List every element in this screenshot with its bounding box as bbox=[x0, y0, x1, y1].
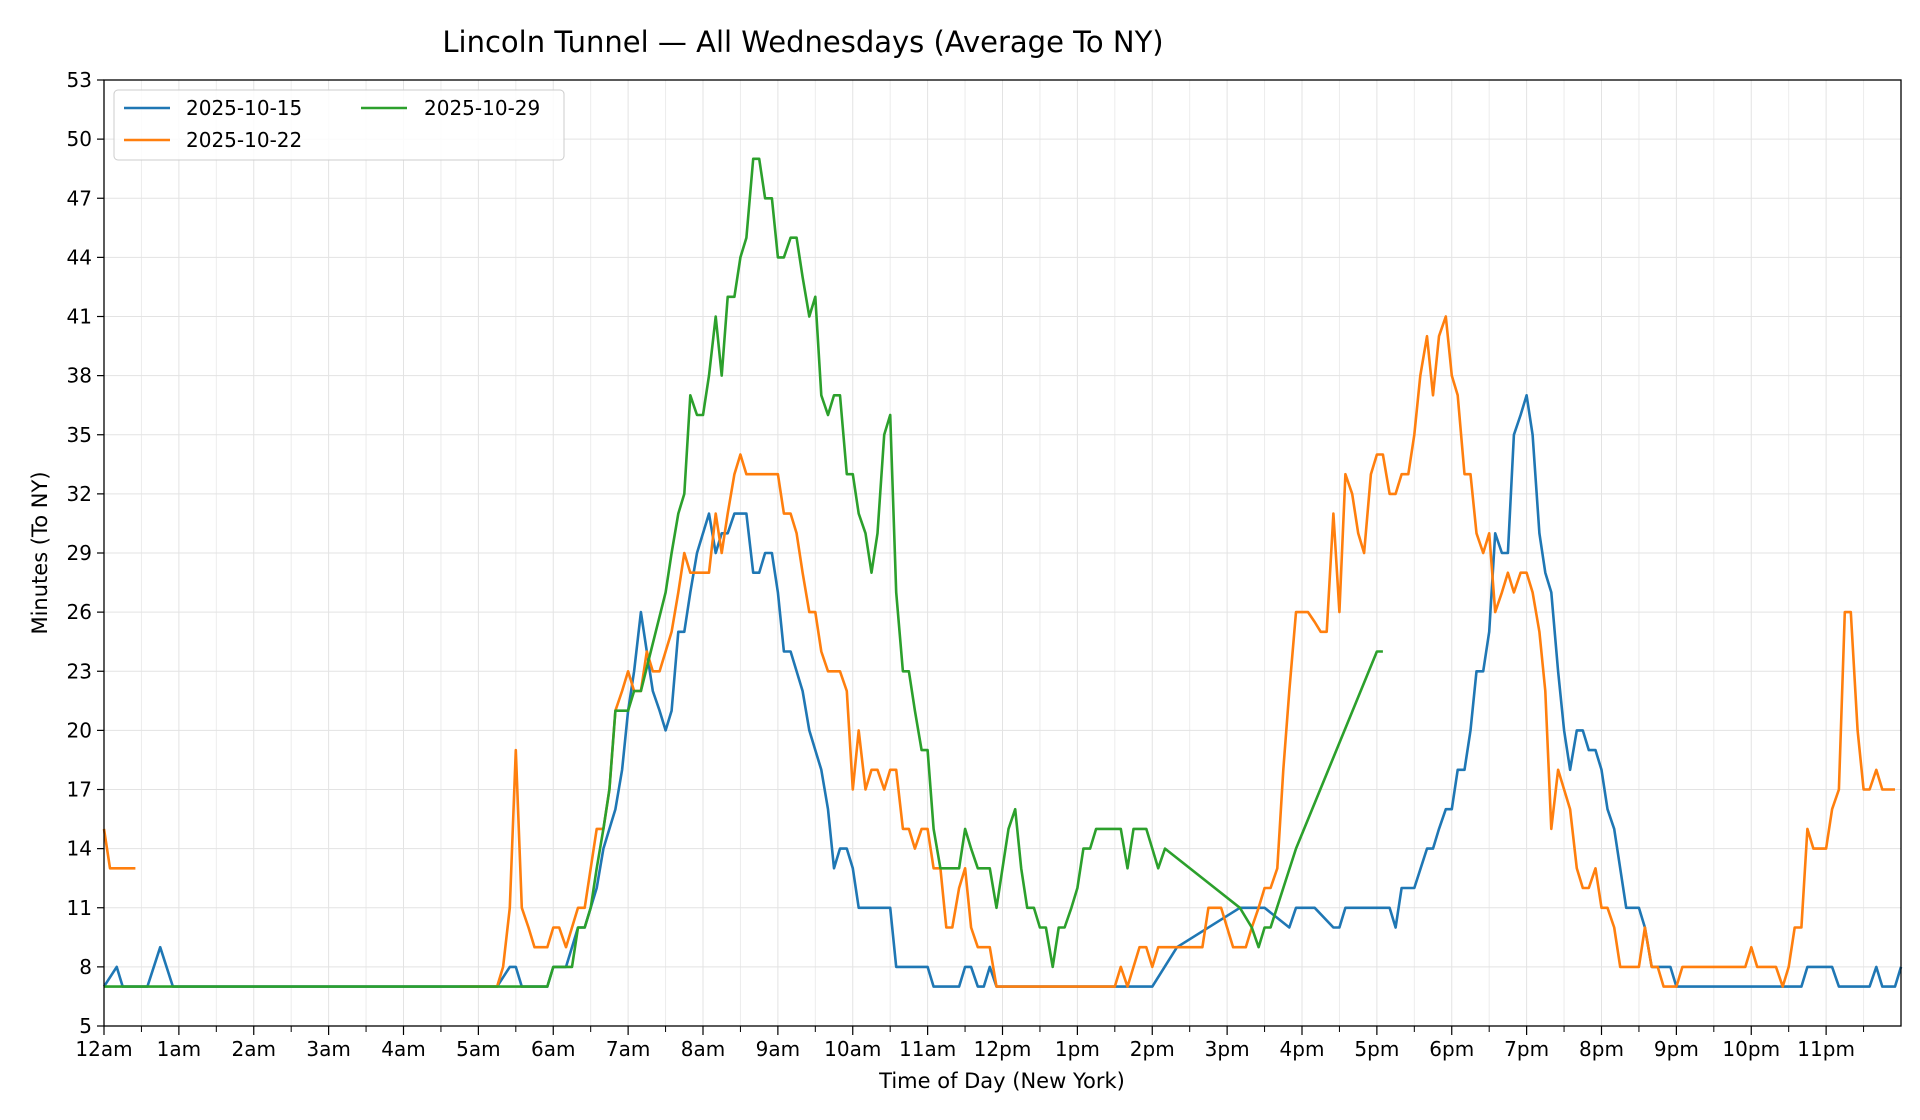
x-tick-label: 3pm bbox=[1205, 1037, 1250, 1061]
legend-label-2025-10-15: 2025-10-15 bbox=[186, 96, 302, 120]
y-tick-label: 35 bbox=[67, 423, 92, 447]
legend-label-2025-10-22: 2025-10-22 bbox=[186, 128, 302, 152]
x-tick-label: 7am bbox=[606, 1037, 650, 1061]
series-line-2025-10-22 bbox=[459, 315, 1895, 988]
y-tick-label: 11 bbox=[67, 896, 92, 920]
y-tick-label: 17 bbox=[67, 778, 92, 802]
legend: 2025-10-15 2025-10-22 2025-10-29 bbox=[113, 89, 565, 161]
x-tick-label: 9am bbox=[756, 1037, 800, 1061]
x-tick-label: 2am bbox=[232, 1037, 276, 1061]
x-tick-label: 9pm bbox=[1654, 1037, 1699, 1061]
x-tick-label: 4am bbox=[381, 1037, 425, 1061]
x-tick-label: 5pm bbox=[1354, 1037, 1399, 1061]
legend-label-2025-10-29: 2025-10-29 bbox=[424, 96, 540, 120]
y-axis-title: Minutes (To NY) bbox=[28, 471, 52, 634]
y-tick-label: 38 bbox=[67, 364, 92, 388]
x-tick-label: 1am bbox=[157, 1037, 201, 1061]
y-tick-label: 14 bbox=[67, 837, 92, 861]
series-lines bbox=[102, 157, 1903, 988]
x-tick-label: 8pm bbox=[1579, 1037, 1624, 1061]
x-tick-label: 6am bbox=[531, 1037, 575, 1061]
chart-title: Lincoln Tunnel — All Wednesdays (Average… bbox=[442, 25, 1163, 59]
x-tick-label: 12pm bbox=[974, 1037, 1032, 1061]
y-tick-label: 32 bbox=[67, 482, 92, 506]
x-tick-label: 11pm bbox=[1797, 1037, 1855, 1061]
y-tick-label: 50 bbox=[67, 127, 92, 151]
y-tick-label: 29 bbox=[67, 541, 92, 565]
x-axis-title: Time of Day (New York) bbox=[878, 1069, 1125, 1093]
y-tick-label: 23 bbox=[67, 659, 92, 683]
y-tick-label: 44 bbox=[67, 245, 92, 269]
x-tick-label: 3am bbox=[306, 1037, 350, 1061]
y-tick-label: 8 bbox=[79, 955, 92, 979]
x-tick-label: 4pm bbox=[1280, 1037, 1325, 1061]
x-tick-label: 8am bbox=[681, 1037, 725, 1061]
series-line-2025-10-22 bbox=[102, 828, 136, 870]
y-tick-label: 53 bbox=[67, 68, 92, 92]
x-tick-label: 10pm bbox=[1722, 1037, 1780, 1061]
y-tick-label: 41 bbox=[67, 305, 92, 329]
x-tick-label: 6pm bbox=[1429, 1037, 1474, 1061]
x-tick-label: 1pm bbox=[1055, 1037, 1100, 1061]
y-axis: 5 8 11 14 17 20 23 26 29 32 35 38 41 44 47 50 53 bbox=[67, 68, 104, 1038]
x-tick-label: 11am bbox=[899, 1037, 956, 1061]
series-line-2025-10-15 bbox=[102, 393, 1903, 988]
x-axis: 12am 1am 2am 3am 4am 5am 6am 7am 8am 9am 10am 11am 1… bbox=[75, 1026, 1865, 1061]
x-tick-label: 10am bbox=[824, 1037, 881, 1061]
legend-box bbox=[113, 89, 565, 161]
y-tick-label: 26 bbox=[67, 600, 92, 624]
y-tick-label: 20 bbox=[67, 718, 92, 742]
y-tick-label: 47 bbox=[67, 186, 92, 210]
x-tick-label: 12am bbox=[75, 1037, 132, 1061]
x-tick-label: 2pm bbox=[1130, 1037, 1175, 1061]
x-tick-label: 7pm bbox=[1504, 1037, 1549, 1061]
series-line-2025-10-29 bbox=[104, 157, 1383, 988]
x-tick-label: 5am bbox=[456, 1037, 500, 1061]
y-tick-label: 5 bbox=[79, 1014, 92, 1038]
